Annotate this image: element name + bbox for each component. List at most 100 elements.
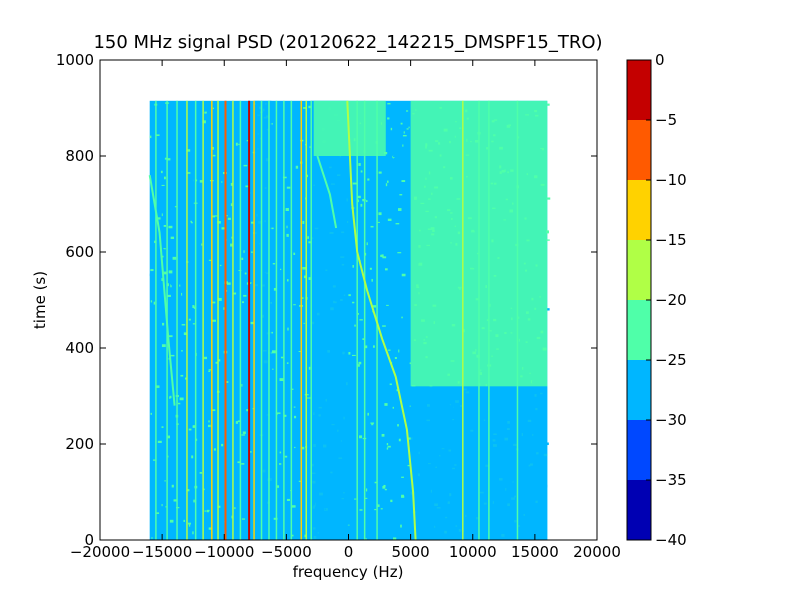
noise-cell bbox=[365, 200, 368, 203]
noise-cell bbox=[221, 227, 225, 230]
noise-cell bbox=[291, 534, 294, 537]
noise-cell bbox=[172, 307, 174, 309]
noise-cell bbox=[396, 263, 398, 267]
noise-cell bbox=[174, 438, 178, 441]
noise-cell bbox=[360, 170, 363, 173]
noise-cell bbox=[282, 502, 287, 505]
noise-cell bbox=[359, 435, 363, 439]
noise-cell bbox=[195, 299, 199, 302]
noise-cell bbox=[188, 194, 191, 198]
noise-cell bbox=[360, 203, 363, 207]
noise-cell bbox=[212, 215, 216, 218]
noise-cell bbox=[281, 472, 284, 476]
noise-cell bbox=[387, 102, 391, 105]
noise-cell bbox=[277, 412, 281, 414]
x-tick-label: −20000 bbox=[70, 543, 130, 561]
noise-cell bbox=[390, 225, 394, 227]
noise-cell bbox=[157, 440, 162, 443]
noise-cell bbox=[374, 224, 378, 227]
noise-cell bbox=[186, 489, 190, 492]
colorbar-tick-label: −25 bbox=[655, 351, 687, 369]
noise-cell bbox=[393, 204, 395, 207]
noise-cell bbox=[286, 233, 289, 237]
noise-cell bbox=[214, 445, 218, 448]
noise-cell bbox=[150, 403, 152, 405]
noise-cell bbox=[221, 443, 224, 447]
noise-cell bbox=[199, 174, 201, 176]
noise-cell bbox=[153, 301, 156, 305]
x-tick-label: 10000 bbox=[449, 543, 497, 561]
noise-cell bbox=[349, 536, 351, 538]
noise-cell bbox=[193, 241, 196, 245]
noise-cell bbox=[354, 498, 357, 500]
noise-cell bbox=[352, 182, 357, 185]
y-tick-label: 600 bbox=[65, 243, 94, 261]
noise-cell bbox=[279, 268, 282, 271]
colorbar-band bbox=[627, 180, 651, 240]
noise-cell bbox=[164, 480, 166, 482]
noise-cell bbox=[545, 230, 549, 234]
noise-cell bbox=[357, 313, 359, 315]
noise-cell bbox=[246, 139, 249, 142]
noise-cell bbox=[303, 322, 305, 324]
noise-cell bbox=[204, 510, 207, 512]
noise-cell bbox=[383, 278, 386, 281]
noise-cell bbox=[295, 388, 299, 391]
noise-cell bbox=[203, 488, 205, 491]
noise-cell bbox=[272, 263, 276, 265]
noise-cell bbox=[181, 324, 186, 326]
noise-cell bbox=[186, 149, 191, 152]
noise-cell bbox=[190, 309, 192, 313]
drifting-signal-track bbox=[148, 175, 176, 406]
noise-cell bbox=[203, 251, 206, 253]
noise-cell bbox=[238, 244, 241, 246]
noise-cell bbox=[308, 105, 312, 109]
noise-cell bbox=[160, 170, 163, 174]
noise-cell bbox=[378, 212, 382, 216]
noise-cell bbox=[204, 111, 207, 114]
noise-cell bbox=[401, 273, 406, 277]
noise-cell bbox=[164, 157, 168, 160]
noise-cell bbox=[235, 142, 238, 146]
noise-cell bbox=[398, 409, 402, 413]
noise-cell bbox=[219, 323, 221, 327]
noise-cell bbox=[181, 292, 183, 296]
noise-cell bbox=[393, 279, 395, 283]
noise-cell bbox=[347, 301, 351, 303]
noise-cell bbox=[384, 340, 388, 342]
noise-cell bbox=[159, 150, 161, 152]
noise-cell bbox=[220, 240, 223, 244]
noise-cell bbox=[173, 499, 177, 502]
noise-cell bbox=[377, 404, 380, 408]
noise-cell bbox=[384, 488, 387, 491]
noise-cell bbox=[348, 212, 351, 215]
noise-cell bbox=[188, 325, 191, 327]
noise-cell bbox=[275, 333, 279, 337]
noise-cell bbox=[276, 259, 280, 263]
noise-cell bbox=[245, 476, 247, 479]
noise-cell bbox=[398, 349, 400, 353]
noise-cell bbox=[369, 267, 372, 270]
noise-cell bbox=[150, 119, 155, 122]
noise-cell bbox=[383, 222, 385, 225]
noise-cell bbox=[204, 356, 207, 360]
noise-cell bbox=[232, 290, 236, 293]
noise-cell bbox=[356, 364, 360, 367]
chart-title: 150 MHz signal PSD (20120622_142215_DMSP… bbox=[93, 32, 602, 53]
noise-cell bbox=[218, 359, 221, 362]
noise-cell bbox=[213, 448, 216, 451]
noise-cell bbox=[401, 180, 406, 182]
noise-cell bbox=[242, 431, 246, 434]
noise-cell bbox=[163, 297, 165, 301]
noise-cell bbox=[241, 301, 245, 304]
noise-cell bbox=[347, 264, 352, 266]
noise-cell bbox=[169, 395, 172, 399]
noise-cell bbox=[161, 504, 163, 507]
noise-cell bbox=[180, 374, 184, 377]
colorbar-tick-label: −5 bbox=[655, 111, 677, 129]
noise-cell bbox=[168, 225, 173, 229]
noise-cell bbox=[387, 445, 391, 448]
noise-cell bbox=[273, 238, 277, 241]
noise-cell bbox=[350, 237, 353, 240]
